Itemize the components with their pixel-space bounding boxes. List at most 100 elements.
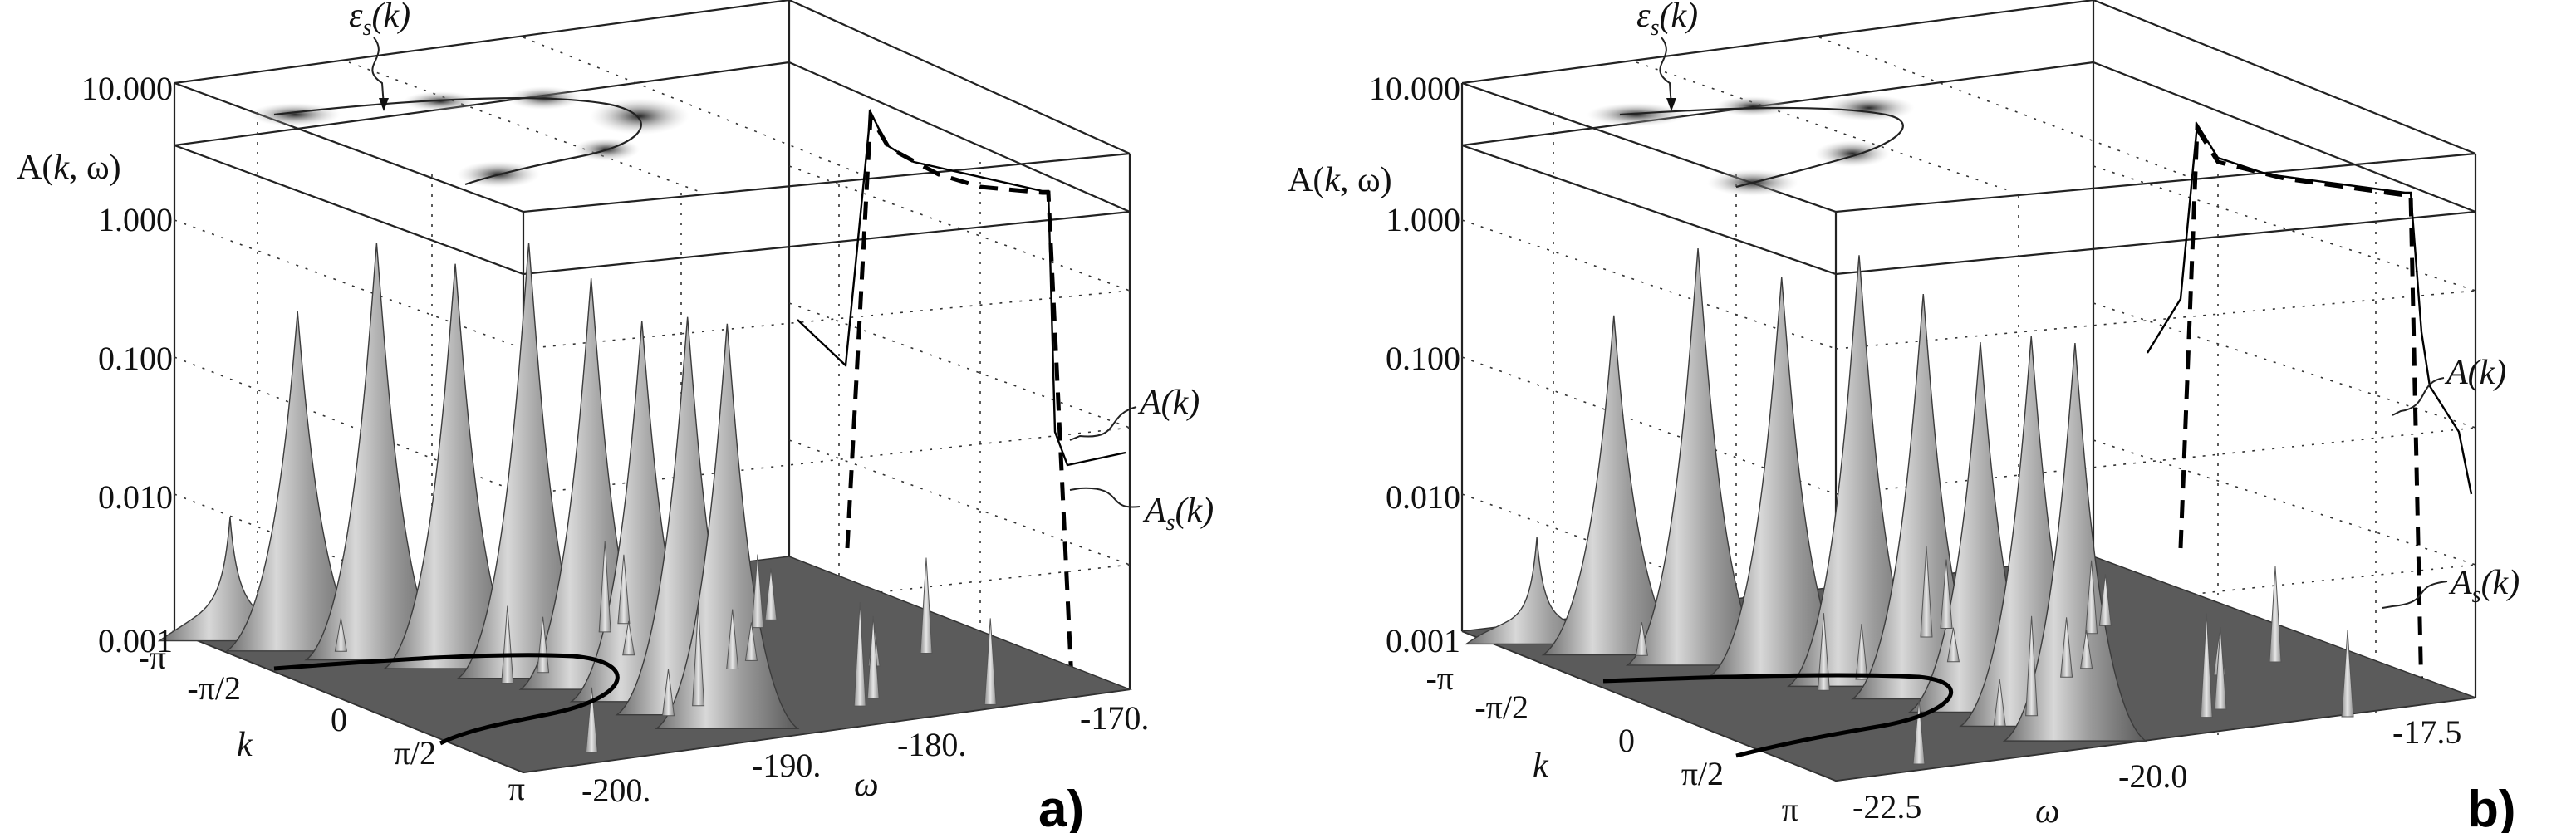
- floor-spike-0: [1635, 622, 1648, 656]
- panel-a-peaks: [157, 243, 800, 729]
- floor-spike-6: [2085, 560, 2098, 635]
- panel-b-zlabel-part-1: k: [1324, 161, 1341, 199]
- panel-b-floor-spikes: [1635, 546, 2354, 765]
- panel-a-ztick-2: 0.100: [98, 340, 173, 377]
- floor-spike-2: [1993, 679, 2006, 727]
- panel-a-top-projection: [249, 86, 689, 188]
- panel-a-zlabel: A(k, ω): [17, 149, 121, 187]
- floor-spike-3: [598, 541, 611, 633]
- floor-spike-1: [501, 605, 514, 684]
- panel-a: 10.000 1.000 0.100 0.010 0.001 A(k, ω) -…: [17, 0, 1214, 833]
- panel-b-letter: b): [2467, 781, 2516, 833]
- panel-b-floor-dispersion: [1602, 673, 1954, 758]
- panel-b-ktick-3: π/2: [1681, 755, 1724, 792]
- floor-spike-17: [1946, 627, 1960, 663]
- floor-spike-5: [853, 602, 866, 707]
- panel-a-ztick-4: 10.000: [81, 70, 173, 107]
- floor-spike-11: [617, 554, 631, 625]
- peak-1: [1541, 315, 1686, 656]
- panel-a-zlabel-part-1: k: [53, 149, 70, 187]
- floor-spike-16: [585, 687, 598, 753]
- panel-b-eps-rest: (k): [1659, 0, 1698, 35]
- panel-b: 10.000 1.000 0.100 0.010 0.001 A(k, ω) -…: [1288, 0, 2520, 833]
- peak-2: [304, 243, 449, 661]
- panel-a-floor-dispersion: [273, 653, 620, 746]
- panel-b-ztick-2: 0.100: [1386, 340, 1460, 377]
- floor-spike-6: [751, 554, 764, 629]
- panel-b-ztick-1: 0.010: [1386, 478, 1460, 516]
- panel-a-ztick-3: 1.000: [98, 201, 173, 238]
- series-line-as-k-panel-a: [845, 109, 1074, 682]
- floor-spike-4: [726, 609, 739, 669]
- floor-spike-13: [866, 615, 880, 699]
- floor-spike-13: [2214, 626, 2227, 710]
- panel-a-zlabel-part-0: A(: [17, 149, 53, 187]
- floor-spike-10: [692, 605, 705, 707]
- panel-b-ztick-0: 0.001: [1386, 622, 1460, 659]
- panel-a-wtick-1: -190.: [752, 747, 821, 784]
- panel-a-ktick-4: π: [508, 770, 525, 807]
- floor-spike-12: [2080, 630, 2093, 669]
- floor-spike-8: [2341, 630, 2354, 718]
- panel-b-ktick-0: -π: [1425, 659, 1454, 697]
- panel-a-eps-sub: s: [363, 15, 372, 41]
- panel-b-eps-base: ε: [1636, 0, 1651, 35]
- floor-spike-15: [920, 557, 933, 654]
- peak-8: [655, 323, 800, 729]
- panel-a-zlabel-part-2: , ω): [69, 149, 121, 187]
- floor-spike-9: [537, 616, 550, 674]
- panel-b-eps-sub: s: [1651, 15, 1660, 41]
- panel-a-floor-spikes: [334, 541, 997, 753]
- panel-a-eps-rest: (k): [371, 0, 410, 35]
- panel-a-eps-base: ε: [349, 0, 363, 35]
- floor-spike-15: [2269, 566, 2282, 663]
- floor-spike-14: [764, 568, 778, 620]
- floor-spike-12: [744, 622, 758, 661]
- floor-spike-9: [1855, 623, 1868, 680]
- panel-b-peaks: [1464, 248, 2148, 742]
- panel-b-zlabel: A(k, ω): [1288, 161, 1392, 199]
- panel-a-letter: a): [1038, 781, 1084, 833]
- panel-b-top-projection: [1587, 95, 1915, 196]
- peak-2: [1625, 248, 1771, 666]
- series-line-a-k-panel-a: [797, 108, 1126, 467]
- panel-b-k-label: k: [1533, 747, 1549, 785]
- panel-a-legend-ak: A(k): [1137, 384, 1200, 422]
- panel-b-ktick-2: 0: [1618, 722, 1635, 759]
- panel-b-zlabel-part-0: A(: [1288, 161, 1324, 199]
- panel-b-wtick-1: -20.0: [2118, 757, 2187, 795]
- panel-a-legend-ask: As(k): [1142, 492, 1214, 536]
- panel-a-legend-ask-sub: s: [1166, 510, 1175, 536]
- panel-b-ktick-4: π: [1782, 791, 1798, 828]
- series-line-as-k-panel-b: [2178, 121, 2424, 698]
- floor-spike-1: [1817, 613, 1830, 691]
- panel-a-legend-ask-rest: (k): [1175, 492, 1214, 530]
- panel-a-wtick-2: -180.: [897, 726, 966, 763]
- panel-a-wtick-3: -170.: [1080, 699, 1149, 737]
- panel-a-eps-label: εs(k): [349, 0, 410, 41]
- panel-a-ktick-0: -π: [138, 639, 166, 676]
- panel-b-legend-ask-base: A: [2448, 564, 2472, 602]
- panel-a-side-projection: [797, 108, 1126, 682]
- floor-spike-3: [1920, 546, 1933, 638]
- floor-spike-8: [984, 618, 997, 705]
- panel-a-ktick-1: -π/2: [187, 669, 241, 707]
- panel-a-ztick-1: 0.010: [98, 478, 173, 516]
- panel-b-legend-ask: As(k): [2448, 564, 2520, 608]
- floor-spike-11: [1940, 559, 1953, 629]
- floor-spike-0: [334, 618, 347, 652]
- peak-8: [2002, 343, 2148, 742]
- panel-b-omega-label: ω: [2035, 792, 2060, 831]
- peak-3: [1709, 277, 1854, 676]
- floor-spike-17: [622, 620, 635, 656]
- floor-spike-4: [2060, 617, 2073, 678]
- panel-a-k-label: k: [237, 726, 253, 764]
- floor-spike-5: [2200, 613, 2213, 718]
- panel-a-ktick-3: π/2: [394, 734, 436, 772]
- panel-b-legend-ak: A(k): [2444, 354, 2506, 392]
- floor-spike-2: [661, 669, 675, 717]
- panel-a-ztick-0: 0.001: [98, 622, 173, 659]
- panel-a-legend-ask-base: A: [1142, 492, 1166, 530]
- series-line-a-k-panel-b: [2146, 121, 2473, 495]
